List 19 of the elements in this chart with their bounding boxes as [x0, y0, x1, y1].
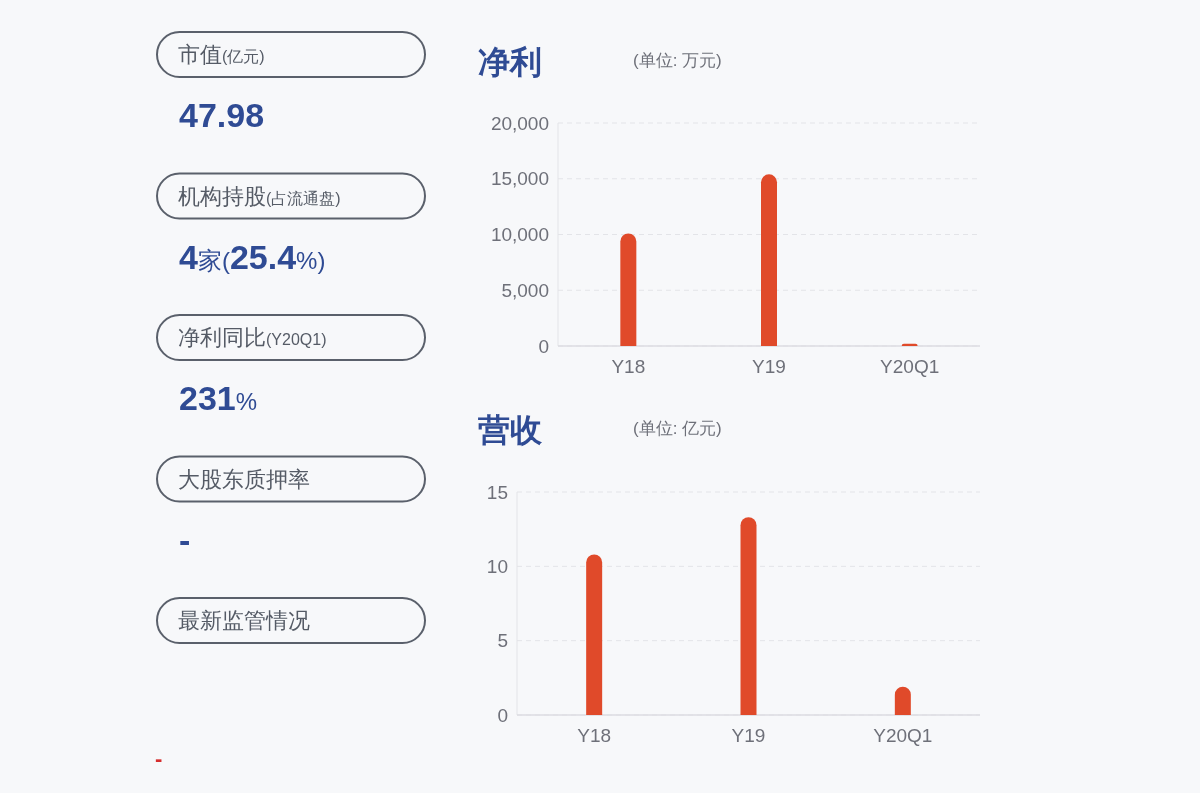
- y-tick-label: 0: [497, 704, 508, 726]
- y-tick-label: 10,000: [490, 224, 549, 245]
- y-tick-label: 15: [486, 481, 508, 503]
- x-tick-label: Y18: [577, 724, 612, 746]
- y-tick-label: 10: [486, 555, 508, 577]
- subtitle: (单位: 亿元): [633, 419, 722, 438]
- x-tick-label: Y18: [611, 355, 646, 377]
- x-tick-label: Y20Q1: [873, 724, 933, 746]
- x-tick-label: Y19: [752, 355, 786, 377]
- y-tick-label: 5: [497, 630, 508, 652]
- y-tick-label: 15,000: [490, 168, 549, 190]
- subtitle: (单位: 万元): [633, 51, 722, 70]
- x-tick-label: Y19: [731, 724, 766, 746]
- y-tick-label: 20,000: [490, 112, 549, 134]
- title: 营收: [478, 412, 542, 448]
- y-tick-label: 5,000: [501, 279, 549, 301]
- x-tick-label: Y20Q1: [880, 355, 940, 377]
- title: 净利: [478, 44, 542, 80]
- y-tick-label: 0: [538, 335, 549, 357]
